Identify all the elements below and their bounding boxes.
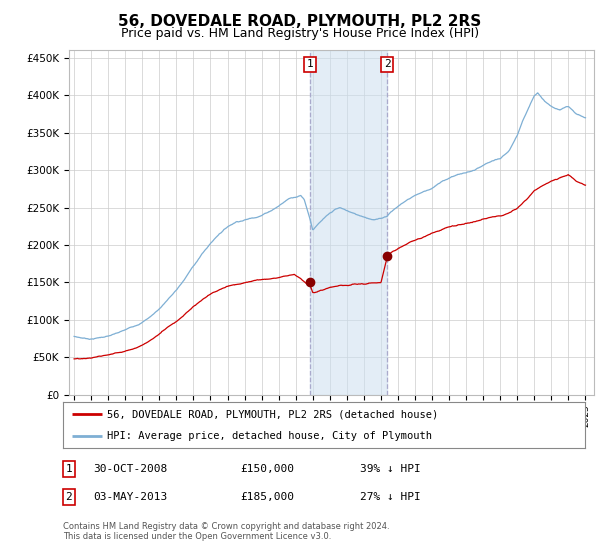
Bar — [310, 50, 387, 395]
Text: 39% ↓ HPI: 39% ↓ HPI — [360, 464, 421, 474]
Text: Contains HM Land Registry data © Crown copyright and database right 2024.
This d: Contains HM Land Registry data © Crown c… — [63, 522, 389, 542]
Text: 30-OCT-2008: 30-OCT-2008 — [93, 464, 167, 474]
Text: 1: 1 — [307, 59, 313, 69]
Text: 56, DOVEDALE ROAD, PLYMOUTH, PL2 2RS (detached house): 56, DOVEDALE ROAD, PLYMOUTH, PL2 2RS (de… — [107, 409, 439, 419]
Text: 2: 2 — [384, 59, 391, 69]
Text: £185,000: £185,000 — [240, 492, 294, 502]
Text: 1: 1 — [65, 464, 73, 474]
Text: Price paid vs. HM Land Registry's House Price Index (HPI): Price paid vs. HM Land Registry's House … — [121, 27, 479, 40]
Text: 03-MAY-2013: 03-MAY-2013 — [93, 492, 167, 502]
Text: 2: 2 — [65, 492, 73, 502]
Text: 27% ↓ HPI: 27% ↓ HPI — [360, 492, 421, 502]
Text: HPI: Average price, detached house, City of Plymouth: HPI: Average price, detached house, City… — [107, 431, 433, 441]
Text: 56, DOVEDALE ROAD, PLYMOUTH, PL2 2RS: 56, DOVEDALE ROAD, PLYMOUTH, PL2 2RS — [118, 14, 482, 29]
Text: £150,000: £150,000 — [240, 464, 294, 474]
